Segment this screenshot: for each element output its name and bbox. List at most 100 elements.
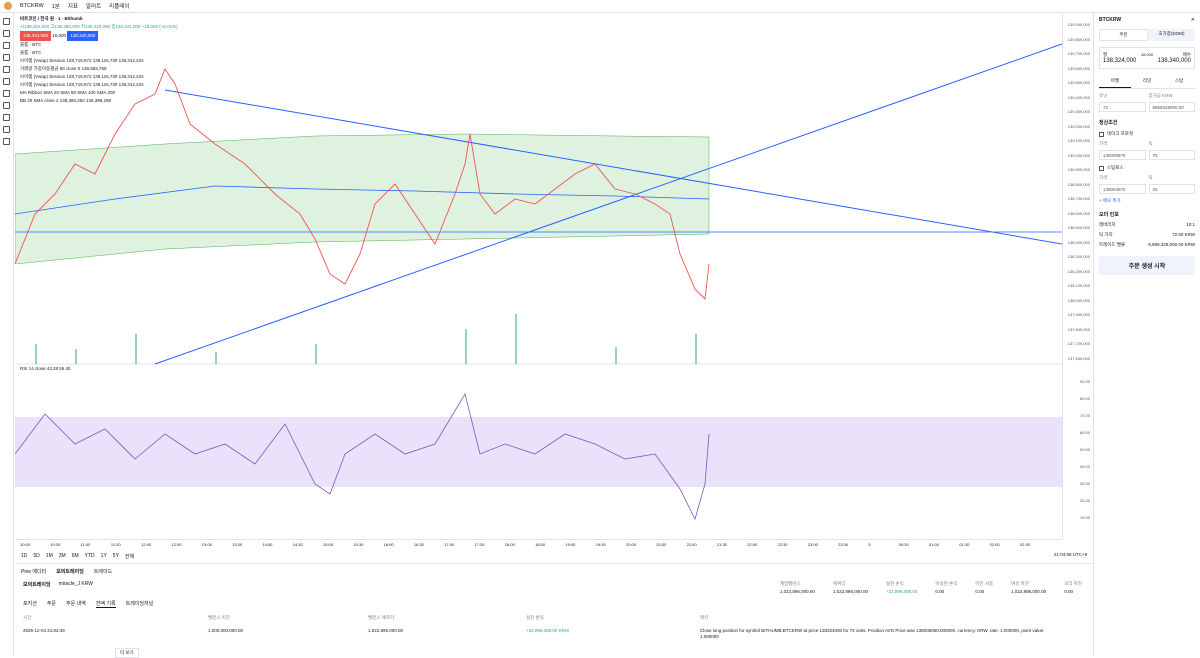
trendline-icon[interactable] [3,30,10,37]
range-button[interactable]: YTD [84,553,95,559]
legend-item[interactable]: 브이랩 (Vwap) Session 138,715,972 139,115,7… [20,58,144,63]
range-button[interactable]: 1D [21,553,28,559]
time-tick: 16:30 [413,542,424,547]
create-order-button[interactable]: 주문 생성 시작 [1099,256,1195,275]
price-tick: 137,900,000 [1067,312,1090,317]
sell-price-box[interactable]: 138,324,000 [20,31,52,41]
volume-bars [35,314,697,364]
subtab-positions[interactable]: 포지션 [23,601,37,607]
sl-checkbox[interactable]: 스탑로스 [1099,165,1195,171]
bb-band [15,133,710,265]
magnet-icon[interactable] [3,102,10,109]
rsi-label[interactable]: RSI 14 close 43.28 55.40 [20,366,71,371]
legend-item[interactable]: 브이랩 (Vwap) Session 138,715,972 139,115,7… [20,74,144,79]
order-symbol[interactable]: BTCKRW [1099,17,1122,23]
indicators-button[interactable]: 지표 [67,4,78,10]
tp-price-input[interactable]: 138005975 [1099,150,1146,160]
zoom-icon[interactable] [3,90,10,97]
time-tick: 13:00 [201,542,212,547]
price-tick: 138,400,000 [1067,239,1090,245]
measure-icon[interactable] [3,78,10,85]
eye-icon[interactable] [3,126,10,133]
range-button[interactable]: 3M [58,553,66,559]
crosshair-icon[interactable] [3,18,10,25]
price-tick: 138,900,000 [1067,167,1090,172]
account-name[interactable]: 모의트레이딩 [23,582,51,588]
legend-item[interactable]: 볼륨 · BTC [20,42,42,47]
range-button[interactable]: 5D [33,553,40,559]
rsi-line [15,392,710,521]
legend-item[interactable]: 볼륨 · BTC [20,50,42,55]
symbol-search[interactable]: BTCKRW [20,3,44,9]
add-note-link[interactable]: + 메모 추가 [1099,198,1121,203]
sl-price-input[interactable]: 138004975 [1099,184,1146,194]
sl-ticks-input[interactable]: 25 [1148,184,1195,194]
price-axis[interactable]: 139,900,000 139,800,000 139,700,000 139,600… [1062,14,1092,539]
tab-order[interactable]: 주문 [1099,29,1148,41]
price-tick: 138,100,000 [1067,283,1090,288]
range-button[interactable]: 1M [45,553,53,559]
subtab-balance[interactable]: 잔액 기록 [95,601,116,608]
price-tick: 137,600,000 [1067,355,1090,361]
stat-item: 오더 마진 0.00 [1064,581,1082,594]
top-toolbar: BTCKRW 1분 지표 알러트 리플레이 [0,0,1200,13]
fib-icon[interactable] [3,42,10,49]
amount-input[interactable]: 9959328000.00 [1148,102,1195,112]
time-tick: 14:30 [292,542,303,547]
time-tick: 02:00 [989,542,1000,547]
tp-ticks-input[interactable]: 75 [1148,150,1195,160]
brush-icon[interactable] [3,54,10,61]
legend-item[interactable]: 브이랩 (Vwap) Session 138,715,972 139,115,7… [20,82,144,87]
more-button[interactable]: 더 보기 [115,648,139,658]
time-tick: 20:30 [656,542,667,547]
price-tick: 137,700,000 [1067,341,1090,346]
avatar[interactable] [4,2,12,10]
time-axis[interactable]: 10:00 10:30 11:00 11:30 12:00 12:30 13:00 13:30… [15,539,1062,549]
tab-pine[interactable]: Pine 에디터 [21,569,47,575]
subtab-orders[interactable]: 주문 [46,601,57,607]
replay-button[interactable]: 리플레이 [109,4,130,10]
alert-button[interactable]: 알러트 [85,4,102,10]
account-user[interactable]: miracle_J KRW [58,581,93,587]
price-tick: 139,700,000 [1067,51,1090,56]
range-button[interactable]: 6M [71,553,79,559]
tp-checkbox[interactable]: 테이크 프로핏 [1099,131,1195,137]
range-button[interactable]: 1Y [100,553,107,559]
subtab-journal[interactable]: 트레이딩저널 [125,601,154,607]
buy-price-box[interactable]: 138,340,000 [67,31,99,41]
legend-item[interactable]: 거래량 가중이동평균 50 close 0 138,583,769 [20,66,107,71]
tab-limit[interactable]: 리밋 [1142,78,1152,83]
price-tick: 137,800,000 [1067,326,1090,332]
legend-item[interactable]: BB 20 SMA close 2 138,380,250 138,399,29… [20,98,112,103]
price-chart[interactable] [15,14,1062,539]
subtab-history[interactable]: 주문 내역 [66,601,86,607]
time-tick: 23:30 [838,542,849,547]
tab-market[interactable]: 마켓 [1099,75,1131,88]
trendline-upper [164,89,1062,245]
tab-stop[interactable]: 스탑 [1174,78,1184,83]
tab-trade[interactable]: 트레이드 [93,569,113,575]
trash-icon[interactable] [3,138,10,145]
interval-button[interactable]: 1분 [51,4,60,10]
text-icon[interactable] [3,66,10,73]
trading-panel: Pine 에디터 모의트레이딩 트레이드 모의트레이딩 miracle_J KR… [15,563,1092,658]
tab-dom[interactable]: 호가창(DOM) [1148,29,1195,41]
lock-icon[interactable] [3,114,10,121]
units-input[interactable]: 72 [1099,102,1146,112]
rsi-tick: 40.00 [1079,464,1090,469]
price-tick: 138,600,000 [1067,210,1090,216]
sell-quote[interactable]: 팔 138,324,000 [1103,52,1137,64]
timezone-label[interactable]: 21:04:58 UTC+9 [1054,552,1088,557]
time-tick: 17:00 [444,542,455,547]
time-tick: 10:00 [20,542,31,547]
range-button[interactable]: 5Y [112,553,119,559]
close-icon[interactable]: ✕ [1190,17,1195,23]
time-tick: 11:00 [80,542,91,547]
time-tick: 15:30 [353,542,364,547]
range-button[interactable]: 전체 [124,553,135,560]
time-tick: 22:00 [747,542,758,547]
price-tick: 138,200,000 [1067,268,1090,274]
buy-quote[interactable]: 매수 138,340,000 [1157,52,1191,64]
tab-paper[interactable]: 모의트레이딩 [56,569,84,575]
legend-item[interactable]: MA Ribbon SMA 20 SMA 50 SMA 100 SMA 200 [20,90,116,95]
